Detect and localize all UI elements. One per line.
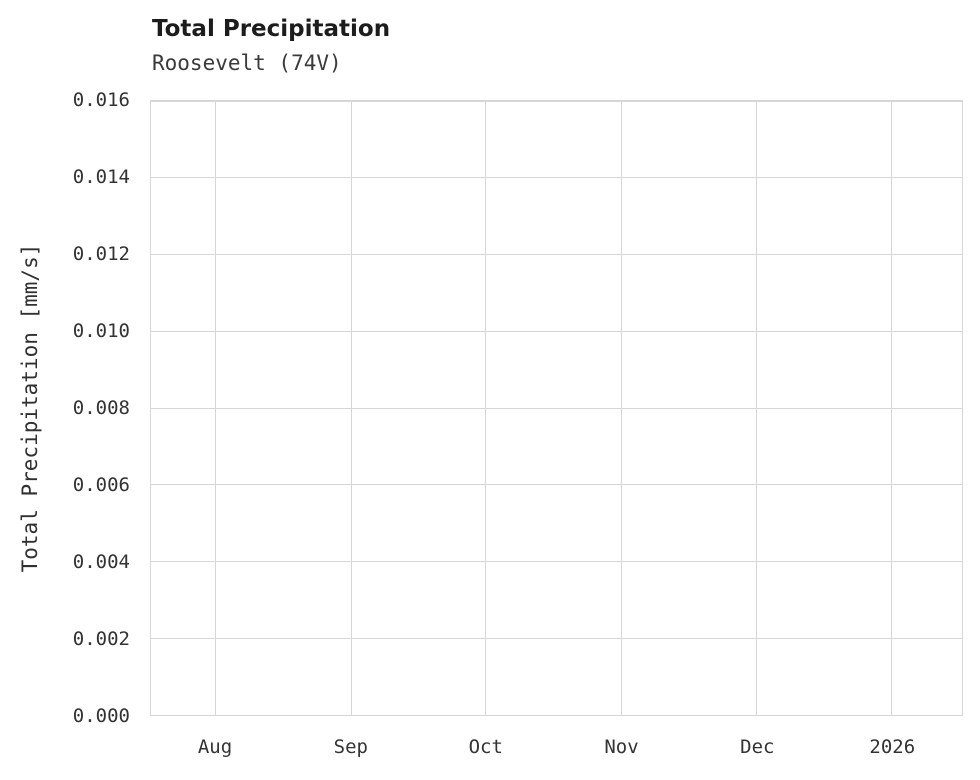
h-gridline [151,407,962,409]
x-tick-label: Oct [468,736,503,758]
h-gridline [151,561,962,562]
v-gridline [890,101,892,715]
x-tick-label: 2026 [869,736,916,758]
x-tick-label: Aug [197,736,233,758]
chart-title: Total Precipitation [152,16,391,42]
h-gridline [151,714,962,716]
chart-subtitle: Roosevelt (74V) [152,51,342,75]
v-gridline [350,101,352,715]
y-tick-label: 0.016 [72,89,130,111]
x-tick-label: Nov [604,736,639,758]
h-gridline [151,177,962,179]
y-tick-label: 0.002 [72,628,130,650]
h-gridline [151,484,962,486]
x-tick-labels: Aug Sep Oct Nov Dec 2026 [150,716,963,766]
v-gridline [756,101,758,715]
y-tick-label: 0.010 [72,320,130,342]
x-tick-label: Dec [740,736,775,758]
v-gridline [620,101,622,715]
v-gridline [485,101,487,715]
y-tick-label: 0.000 [72,705,130,727]
h-gridline [151,100,962,102]
x-tick-label: Sep [333,736,368,758]
y-tick-label: 0.008 [72,397,130,419]
h-gridline [151,254,962,255]
y-tick-label: 0.014 [72,166,130,188]
h-gridline [151,330,962,332]
y-tick-label: 0.012 [72,243,130,265]
y-tick-label: 0.004 [72,551,130,573]
y-tick-labels: 0.000 0.002 0.004 0.006 0.008 0.010 0.012 0.014… [0,89,140,727]
h-gridline [151,637,962,639]
v-gridline [215,101,217,715]
y-tick-label: 0.006 [72,474,130,496]
plot-area [150,100,963,716]
